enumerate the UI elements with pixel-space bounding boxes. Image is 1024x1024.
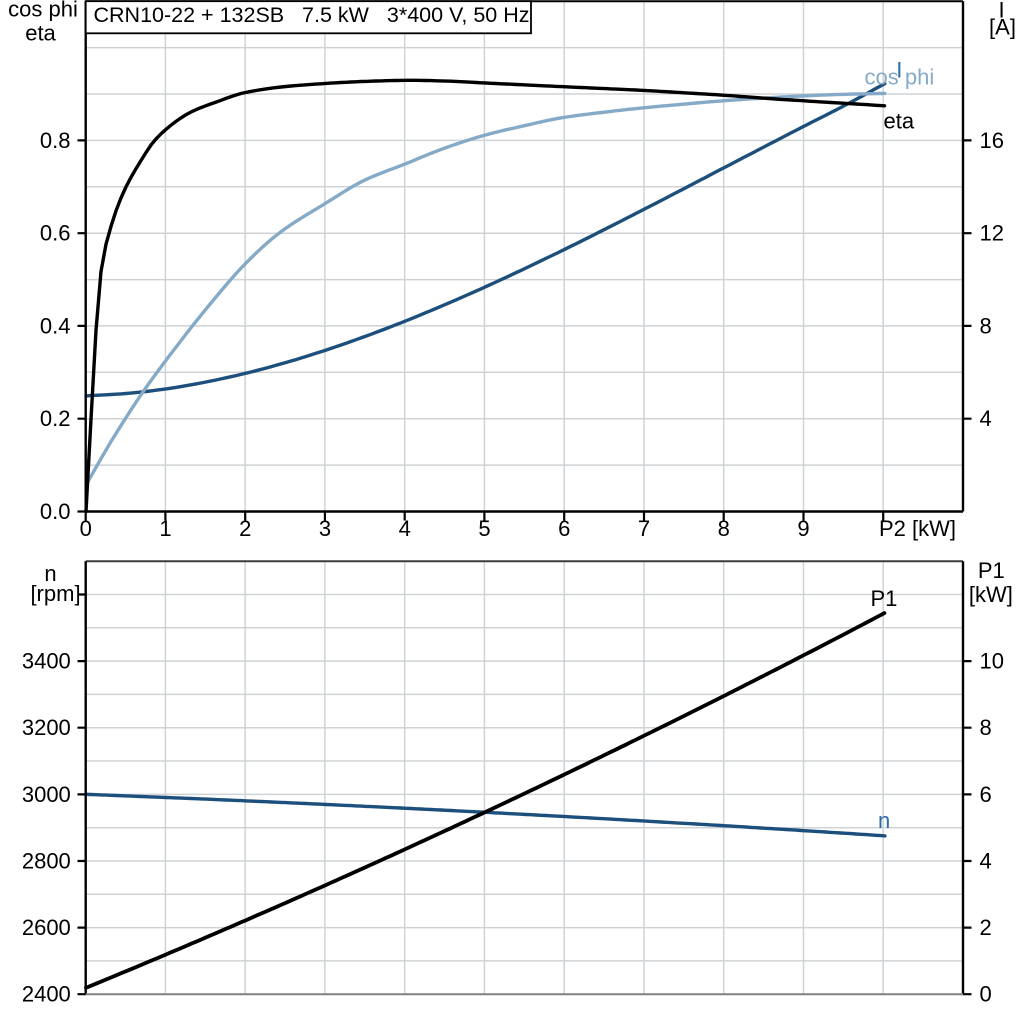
svg-text:n: n — [878, 808, 890, 833]
svg-text:2800: 2800 — [22, 848, 71, 873]
svg-text:10: 10 — [980, 649, 1004, 674]
svg-text:2: 2 — [239, 516, 251, 541]
svg-text:3: 3 — [319, 516, 331, 541]
svg-text:4: 4 — [980, 406, 992, 431]
svg-text:[rpm]: [rpm] — [30, 581, 80, 606]
svg-text:6: 6 — [558, 516, 570, 541]
svg-text:0.2: 0.2 — [40, 406, 71, 431]
svg-text:I: I — [896, 58, 902, 83]
svg-text:cos phi: cos phi — [8, 0, 78, 22]
svg-text:4: 4 — [980, 848, 992, 873]
svg-text:2600: 2600 — [22, 915, 71, 940]
svg-text:8: 8 — [980, 313, 992, 338]
svg-text:n: n — [44, 561, 56, 586]
svg-text:[A]: [A] — [989, 15, 1016, 40]
svg-text:1: 1 — [159, 516, 171, 541]
svg-text:P2 [kW]: P2 [kW] — [879, 516, 956, 541]
svg-text:0.0: 0.0 — [40, 499, 71, 524]
svg-text:12: 12 — [980, 221, 1004, 246]
svg-text:7: 7 — [638, 516, 650, 541]
svg-text:2: 2 — [980, 915, 992, 940]
svg-text:0: 0 — [980, 982, 992, 1007]
svg-text:cos phi: cos phi — [865, 65, 935, 90]
svg-text:8: 8 — [980, 715, 992, 740]
svg-text:3200: 3200 — [22, 715, 71, 740]
svg-text:P1: P1 — [978, 558, 1005, 583]
svg-text:P1: P1 — [871, 586, 898, 611]
svg-text:5: 5 — [478, 516, 490, 541]
svg-text:eta: eta — [25, 20, 56, 45]
svg-text:3000: 3000 — [22, 782, 71, 807]
svg-text:8: 8 — [718, 516, 730, 541]
svg-text:2400: 2400 — [22, 982, 71, 1007]
svg-text:eta: eta — [884, 109, 915, 134]
svg-text:9: 9 — [797, 516, 809, 541]
svg-text:0.8: 0.8 — [40, 128, 71, 153]
svg-text:0: 0 — [80, 516, 92, 541]
svg-text:4: 4 — [399, 516, 411, 541]
svg-text:6: 6 — [980, 782, 992, 807]
svg-text:16: 16 — [980, 128, 1004, 153]
svg-text:3400: 3400 — [22, 649, 71, 674]
svg-text:0.6: 0.6 — [40, 221, 71, 246]
svg-text:[kW]: [kW] — [969, 582, 1013, 607]
svg-text:I: I — [998, 0, 1004, 23]
svg-text:0.4: 0.4 — [40, 313, 71, 338]
svg-text:CRN10-22 + 132SB 7.5 kW 3*: CRN10-22 + 132SB 7.5 kW 3*400 V, 50 Hz — [94, 3, 530, 27]
